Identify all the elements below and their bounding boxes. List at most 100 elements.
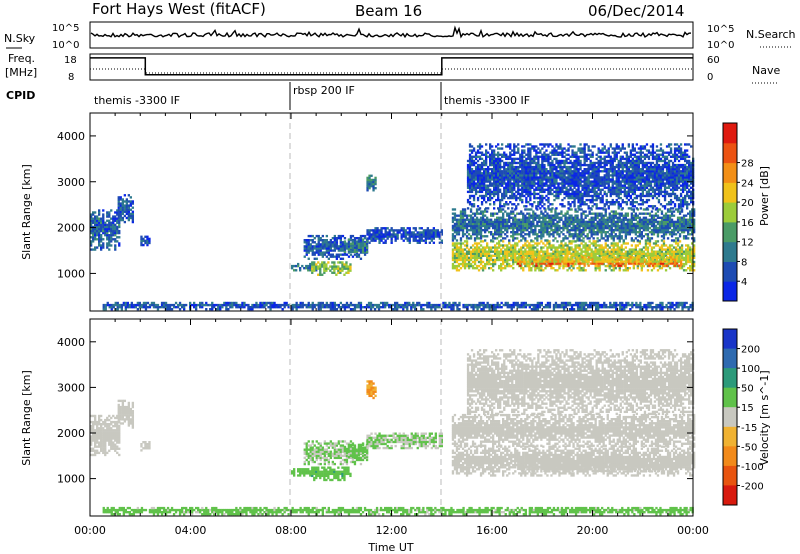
echo-cell-0-9 [481, 254, 485, 257]
echo-cell-0-10 [500, 222, 503, 226]
echo-cell-0-9 [662, 254, 666, 257]
echo-cell-0-10 [520, 210, 523, 213]
echo-cell-0-9 [558, 244, 561, 247]
echo-cell-0-9 [566, 250, 569, 253]
echo-cell-0-9 [463, 262, 467, 266]
echo-cell-0-9 [461, 252, 465, 255]
echo-cell-0-10 [574, 216, 577, 219]
echo-cell-0-11 [589, 168, 592, 171]
echo-cell-0-1 [119, 210, 122, 213]
echo-cell-0-11 [468, 203, 472, 206]
echo-cell-0-10 [477, 222, 481, 226]
echo-cell-0-10 [526, 220, 529, 224]
echo-cell-0-11 [527, 168, 530, 171]
echo-cell-0-9 [542, 250, 545, 253]
echo-cell-0-10 [572, 216, 575, 219]
echo-cell-0-11 [539, 198, 542, 202]
echo-cell-0-10 [500, 235, 503, 238]
echo-cell-0-9 [479, 256, 483, 260]
echo-cell-0-9 [576, 252, 579, 255]
echo-cell-0-10 [693, 239, 696, 242]
echo-cell-0-10 [556, 229, 559, 232]
echo-cell-0-10 [477, 233, 481, 236]
echo-cell-0-9 [682, 252, 686, 255]
echo-cell-0-10 [622, 214, 625, 217]
echo-cell-0-0 [90, 227, 93, 231]
echo-cell-0-11 [511, 168, 514, 171]
echo-cell-0-11 [573, 172, 576, 175]
echo-cell-0-11 [599, 161, 602, 165]
echo-cell-0-11 [547, 143, 550, 146]
echo-cell-0-9 [465, 250, 469, 253]
echo-cell-0-10 [481, 222, 485, 226]
echo-cell-0-10 [650, 222, 654, 226]
echo-cell-0-10 [548, 231, 551, 234]
echo-cell-0-10 [658, 216, 662, 219]
echo-cell-0-4 [345, 271, 348, 274]
echo-cell-0-1 [125, 200, 129, 203]
echo-cell-0-11 [515, 196, 518, 200]
echo-cell-0-5 [325, 245, 329, 248]
echo-cell-0-0 [116, 229, 119, 233]
echo-cell-0-10 [610, 218, 613, 221]
echo-cell-0-0 [104, 229, 107, 233]
echo-cell-0-11 [474, 155, 478, 158]
echo-cell-0-11 [511, 178, 514, 181]
echo-cell-0-5 [311, 247, 314, 250]
echo-cell-0-9 [463, 240, 467, 243]
echo-cell-0-11 [470, 182, 474, 185]
echo-cell-0-9 [457, 269, 461, 272]
echo-cell-0-7 [372, 237, 375, 240]
echo-cell-0-0 [108, 248, 111, 251]
echo-cell-0-10 [510, 212, 513, 215]
echo-cell-0-10 [465, 231, 469, 234]
echo-cell-0-10 [522, 222, 525, 226]
echo-cell-0-11 [589, 155, 592, 158]
echo-cell-0-10 [516, 218, 519, 221]
echo-cell-0-11 [583, 153, 586, 156]
echo-cell-0-9 [530, 244, 533, 247]
echo-cell-0-10 [469, 224, 473, 228]
echo-cell-0-9 [594, 242, 597, 245]
echo-cell-0-10 [584, 216, 587, 219]
echo-cell-0-10 [481, 235, 485, 238]
echo-cell-0-11 [480, 188, 484, 191]
echo-cell-0-10 [689, 216, 692, 219]
echo-cell-0-9 [562, 244, 565, 247]
echo-cell-0-5 [305, 245, 308, 248]
echo-cell-0-11 [543, 190, 546, 194]
echo-cell-0-4 [317, 273, 320, 276]
echo-cell-0-11 [587, 153, 590, 156]
echo-cell-0-9 [568, 242, 571, 245]
echo-cell-0-9 [606, 252, 609, 255]
echo-cell-0-9 [500, 269, 503, 272]
echo-cell-0-7 [414, 227, 417, 230]
echo-cell-0-5 [321, 239, 325, 242]
echo-cell-0-1 [125, 208, 129, 211]
echo-cell-0-10 [685, 226, 688, 230]
echo-cell-0-11 [468, 170, 472, 173]
echo-cell-0-9 [471, 264, 475, 268]
echo-cell-0-10 [524, 229, 527, 232]
echo-cell-0-9 [574, 248, 577, 251]
echo-cell-0-11 [585, 163, 588, 167]
echo-cell-0-7 [424, 237, 428, 240]
echo-cell-0-10 [594, 226, 597, 230]
echo-cell-0-11 [569, 188, 572, 191]
echo-cell-0-9 [546, 254, 549, 257]
echo-cell-0-11 [599, 188, 602, 191]
echo-cell-0-11 [577, 159, 580, 163]
echo-cell-0-11 [567, 180, 570, 183]
echo-cell-0-10 [672, 210, 676, 213]
echo-cell-0-11 [497, 143, 500, 146]
echo-cell-0-0 [114, 223, 117, 227]
echo-cell-0-5 [309, 243, 312, 246]
echo-cell-0-11 [573, 174, 576, 177]
echo-cell-0-11 [589, 149, 592, 152]
echo-cell-0-11 [577, 155, 580, 158]
echo-cell-0-10 [642, 235, 646, 238]
echo-cell-0-10 [680, 210, 684, 213]
echo-cell-0-10 [630, 220, 634, 224]
echo-cell-0-11 [476, 170, 480, 173]
echo-cell-0-10 [580, 212, 583, 215]
